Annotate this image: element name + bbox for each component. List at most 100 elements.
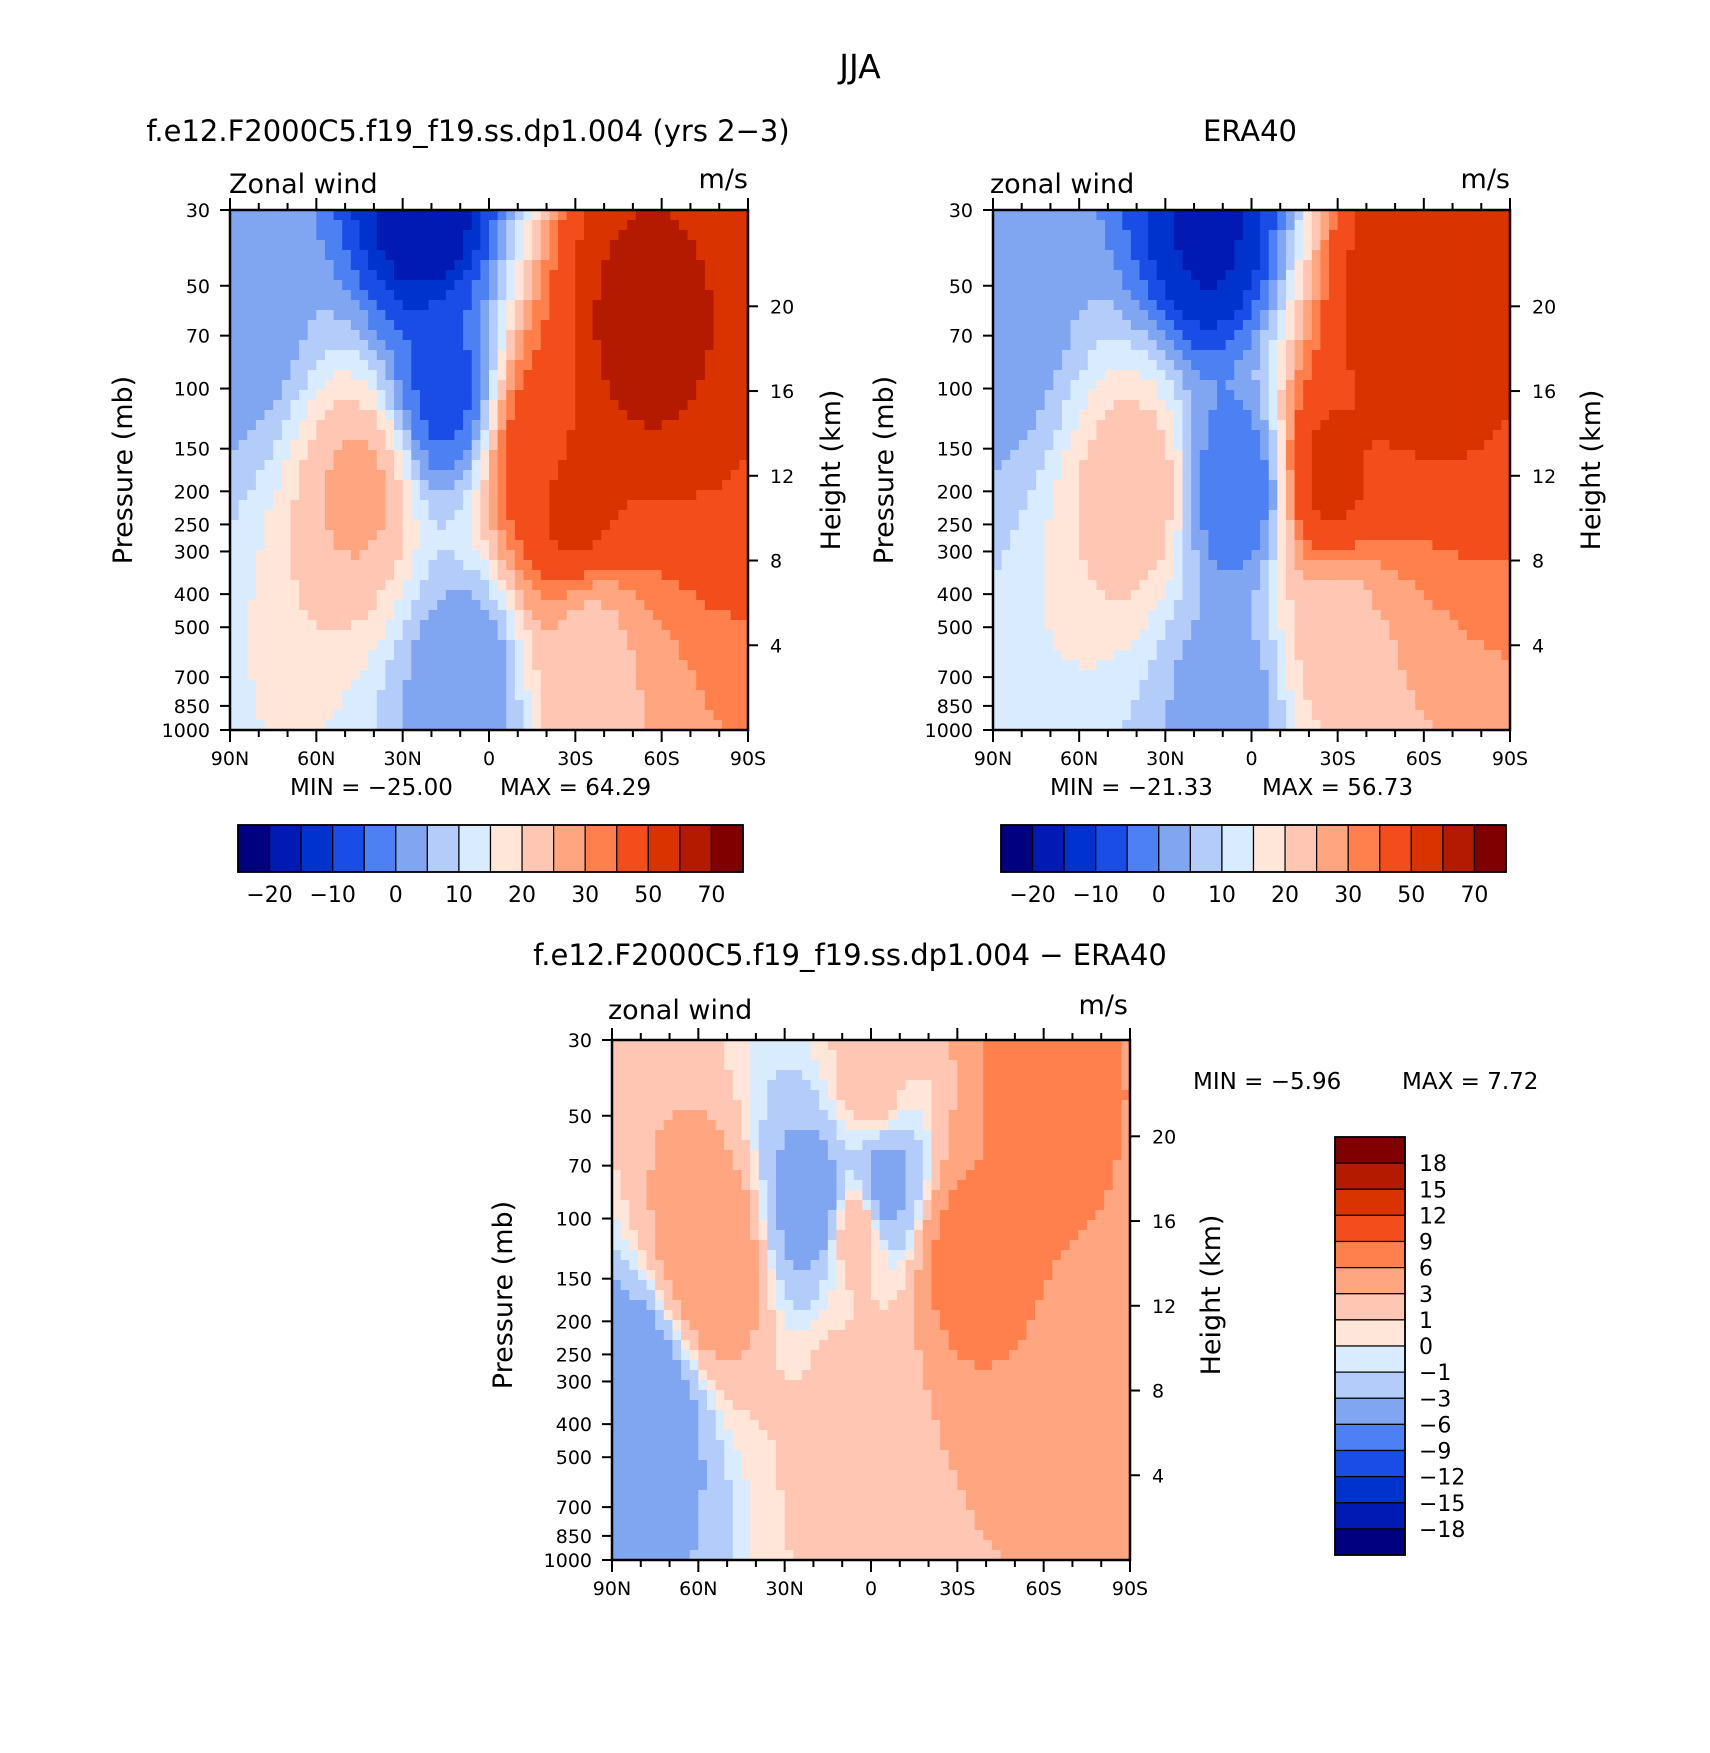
field-cell [592, 610, 602, 621]
field-cell [678, 260, 689, 271]
field-cell [1199, 650, 1210, 661]
field-cell [1268, 670, 1278, 681]
field-cell [376, 280, 386, 291]
field-cell [558, 640, 568, 651]
field-cell [230, 720, 240, 731]
field-cell [1079, 460, 1089, 471]
field-cell [730, 350, 740, 361]
field-cell [722, 210, 732, 221]
field-cell [1165, 270, 1175, 281]
field-cell [540, 330, 551, 341]
field-cell [644, 450, 654, 461]
field-cell [1225, 570, 1235, 581]
field-cell [1113, 210, 1123, 221]
field-cell [532, 210, 542, 221]
field-cell [627, 580, 637, 591]
field-cell [618, 580, 628, 591]
field-cell [247, 500, 257, 511]
field-cell [722, 560, 732, 571]
field-cell [1010, 640, 1020, 651]
field-cell [281, 320, 292, 331]
field-cell [428, 280, 438, 291]
field-cell [281, 230, 292, 241]
field-cell [540, 480, 551, 491]
field-cell [299, 310, 309, 321]
field-cell [1156, 690, 1166, 701]
field-cell [1079, 660, 1089, 671]
field-cell [402, 530, 412, 541]
field-cell [230, 310, 240, 321]
field-cell [471, 220, 481, 231]
field-cell [1087, 700, 1097, 711]
field-cell [1096, 690, 1106, 701]
field-cell [1130, 520, 1141, 531]
field-cell [627, 400, 637, 411]
field-cell [506, 280, 516, 291]
field-cell [1018, 360, 1029, 371]
field-cell [359, 470, 369, 481]
field-cell [661, 430, 671, 441]
field-cell [532, 470, 542, 481]
field-cell [454, 590, 464, 601]
field-cell [1173, 500, 1184, 511]
y-tick-label: 250 [174, 514, 210, 536]
field-cell [1070, 550, 1080, 561]
field-cell [1234, 210, 1244, 221]
field-cell [247, 230, 257, 241]
field-cell [1182, 710, 1192, 721]
field-cell [1165, 620, 1175, 631]
field-cell [1122, 480, 1132, 491]
field-cell [273, 590, 283, 601]
field-cell [281, 370, 292, 381]
field-cell [627, 690, 637, 701]
field-cell [273, 650, 283, 661]
field-cell [1053, 510, 1063, 521]
field-cell [247, 480, 257, 491]
field-cell [618, 560, 628, 571]
field-cell [722, 570, 732, 581]
field-cell [540, 710, 551, 721]
field-cell [1156, 650, 1166, 661]
field-cell [402, 670, 412, 681]
field-cell [273, 260, 283, 271]
field-cell [333, 270, 343, 281]
field-cell [1234, 660, 1244, 671]
field-cell [1061, 350, 1072, 361]
field-cell [653, 420, 663, 431]
field-cell [376, 310, 386, 321]
field-cell [359, 410, 369, 421]
field-cell [238, 290, 248, 301]
field-cell [670, 410, 680, 421]
field-cell [273, 310, 283, 321]
field-cell [540, 510, 551, 521]
field-cell [730, 380, 740, 391]
field-cell [445, 310, 456, 321]
field-cell [1044, 250, 1054, 261]
field-cell [1173, 540, 1184, 551]
field-cell [445, 520, 456, 531]
field-cell [230, 260, 240, 271]
field-cell [670, 320, 680, 331]
field-cell [471, 540, 481, 551]
colorbar-box [647, 824, 681, 873]
field-cell [1165, 560, 1175, 571]
field-cell [618, 360, 628, 371]
field-cell [385, 230, 395, 241]
field-cell [678, 660, 689, 671]
field-cell [359, 540, 369, 551]
field-cell [281, 360, 292, 371]
field-cell [653, 210, 663, 221]
field-cell [704, 590, 715, 601]
field-cell [247, 710, 257, 721]
field-cell [1061, 250, 1072, 261]
field-cell [1251, 280, 1261, 291]
field-cell [583, 690, 594, 701]
field-cell [281, 600, 292, 611]
field-cell [480, 500, 490, 511]
field-cell [1036, 300, 1046, 311]
field-cell [1130, 300, 1141, 311]
field-cell [316, 350, 326, 361]
field-cell [299, 350, 309, 361]
field-cell [299, 640, 309, 651]
field-cell [1225, 380, 1235, 391]
